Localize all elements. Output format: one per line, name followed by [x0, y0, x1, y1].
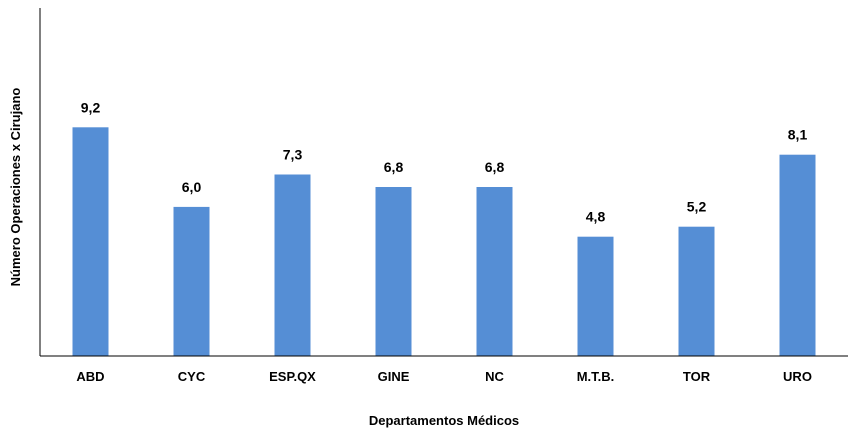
- bar-tor: [678, 226, 715, 356]
- x-tick-label: ABD: [76, 369, 104, 384]
- data-label: 7,3: [283, 147, 303, 163]
- bar-nc: [476, 187, 513, 356]
- x-tick-label: CYC: [178, 369, 206, 384]
- bar-gine: [375, 187, 412, 356]
- data-label: 6,8: [485, 159, 505, 175]
- bar-m-t-b: [577, 236, 614, 356]
- data-labels-layer: 9,2 6,0 7,3 6,8 6,8 4,8 5,2 8,1: [81, 99, 808, 224]
- bars-layer: [72, 127, 816, 356]
- data-label: 4,8: [586, 209, 606, 225]
- x-axis-title: Departamentos Médicos: [369, 413, 519, 428]
- data-label: 6,0: [182, 179, 202, 195]
- x-tick-label: URO: [783, 369, 812, 384]
- x-tick-label: NC: [485, 369, 504, 384]
- y-axis-title: Número Operaciones x Cirujano: [8, 88, 23, 287]
- data-label: 9,2: [81, 99, 101, 115]
- data-label: 6,8: [384, 159, 404, 175]
- axis-layer: [39, 8, 848, 357]
- x-tick-label: TOR: [683, 369, 711, 384]
- bar-esp-qx: [274, 174, 311, 356]
- bar-cyc: [173, 206, 210, 356]
- x-ticks-layer: ABD CYC ESP.QX GINE NC M.T.B. TOR URO: [76, 369, 812, 384]
- x-tick-label: M.T.B.: [577, 369, 615, 384]
- bar-abd: [72, 127, 109, 356]
- data-label: 5,2: [687, 199, 707, 215]
- data-label: 8,1: [788, 127, 808, 143]
- x-tick-label: ESP.QX: [269, 369, 316, 384]
- x-tick-label: GINE: [378, 369, 410, 384]
- bar-uro: [779, 154, 816, 356]
